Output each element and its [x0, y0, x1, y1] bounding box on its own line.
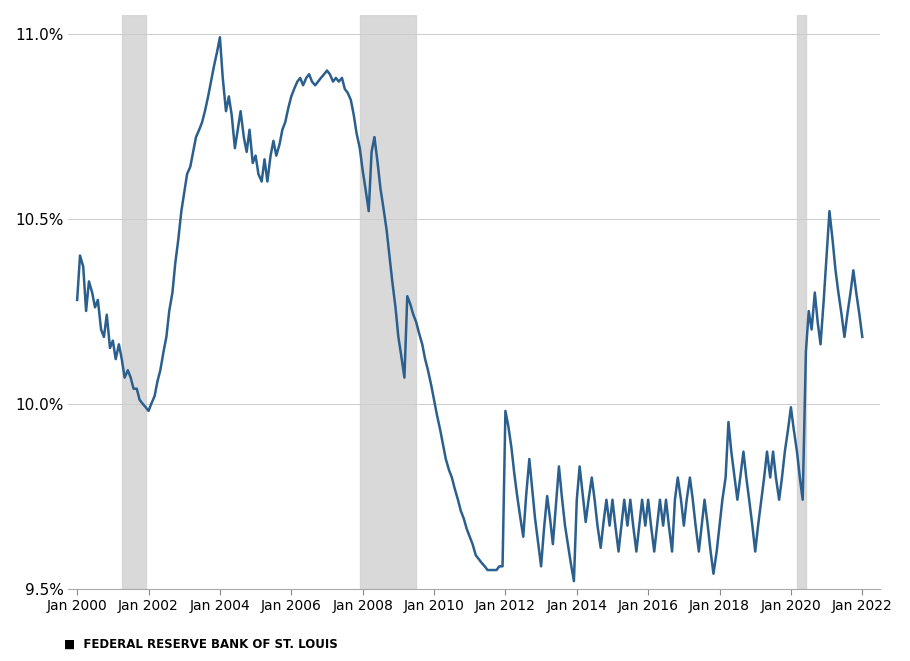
Text: ■  FEDERAL RESERVE BANK OF ST. LOUIS: ■ FEDERAL RESERVE BANK OF ST. LOUIS: [64, 638, 338, 651]
Bar: [797, 15, 806, 588]
Bar: [359, 15, 416, 588]
Bar: [122, 15, 146, 588]
